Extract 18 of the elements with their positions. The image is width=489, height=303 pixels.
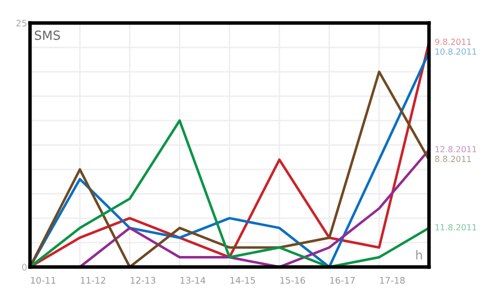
- x-tick-label: 17-18: [380, 276, 405, 284]
- y-tick-label: 0: [22, 264, 27, 271]
- series-label: 11.8.2011: [435, 224, 476, 230]
- x-tick-label: 10-11: [30, 276, 56, 284]
- x-tick-label: 13-14: [180, 276, 206, 284]
- series-label: 9.8.2011: [435, 38, 471, 45]
- x-tick-label: 14-15: [230, 277, 255, 284]
- x-tick-label: 12-13: [130, 276, 156, 284]
- series-label: 12.8.2011: [435, 146, 476, 152]
- x-tick-label: 15-16: [280, 276, 306, 284]
- y-tick-label: 25: [16, 20, 26, 27]
- x-tick-label: 11-12: [80, 276, 106, 284]
- chart-title: SMS: [34, 30, 60, 40]
- x-tick-label: 16-17: [330, 276, 355, 284]
- line-series: [78, 148, 429, 267]
- series-label: 10.8.2011: [435, 48, 476, 55]
- series-label: 8.8.2011: [435, 156, 471, 162]
- x-axis-title: h: [416, 250, 422, 260]
